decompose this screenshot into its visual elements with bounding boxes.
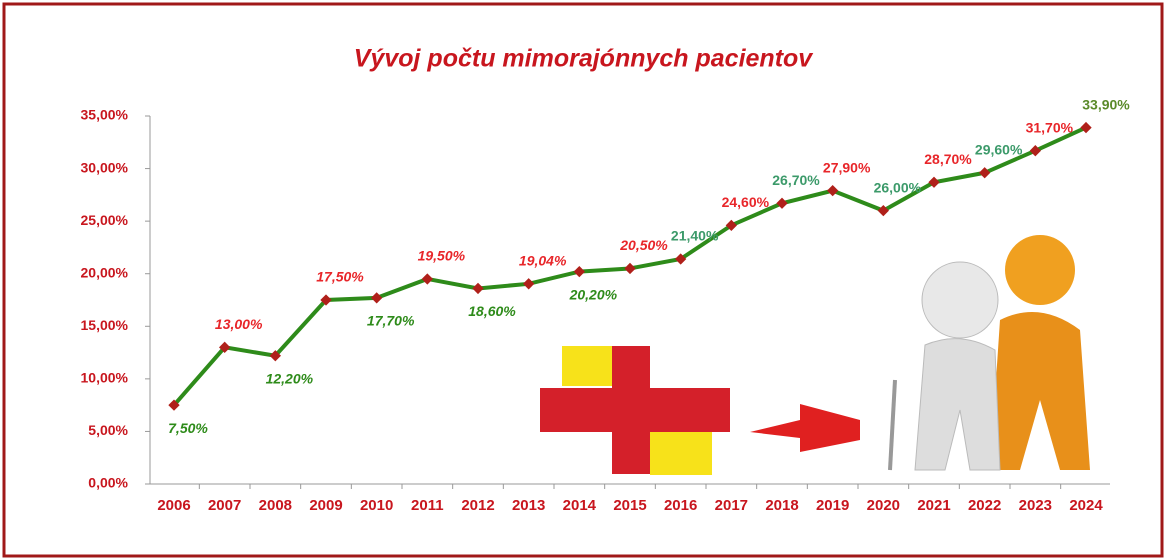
logo <box>540 346 860 475</box>
data-label: 29,60% <box>975 141 1023 157</box>
marker <box>219 341 231 353</box>
y-tick-label: 20,00% <box>81 264 129 280</box>
y-tick-label: 15,00% <box>81 317 129 333</box>
y-tick-label: 0,00% <box>88 475 128 491</box>
x-tick-label: 2010 <box>360 497 393 514</box>
data-label: 17,50% <box>316 269 364 285</box>
data-label: 20,20% <box>569 286 618 302</box>
data-label: 28,70% <box>924 151 972 167</box>
marker <box>1080 121 1092 134</box>
data-label: 33,90% <box>1082 96 1130 112</box>
marker <box>320 294 332 306</box>
y-tick-label: 5,00% <box>88 422 128 438</box>
data-label: 19,50% <box>418 248 466 264</box>
data-label: 13,00% <box>215 316 263 332</box>
x-tick-label: 2020 <box>867 497 900 514</box>
x-tick-label: 2015 <box>613 497 646 514</box>
data-label: 18,60% <box>468 303 516 319</box>
marker <box>776 197 788 209</box>
marker <box>371 292 383 304</box>
marker <box>421 273 433 285</box>
x-tick-label: 2016 <box>664 497 697 514</box>
x-tick-label: 2021 <box>917 497 950 514</box>
x-tick-label: 2018 <box>765 497 798 514</box>
y-tick-label: 30,00% <box>81 159 129 175</box>
figures <box>888 235 1090 471</box>
x-tick-label: 2019 <box>816 497 849 514</box>
data-label: 31,70% <box>1026 119 1074 135</box>
marker <box>928 176 940 188</box>
data-label: 24,60% <box>722 194 770 210</box>
x-tick-label: 2024 <box>1069 497 1103 514</box>
data-label: 26,70% <box>772 172 820 188</box>
y-tick-label: 10,00% <box>81 370 129 386</box>
x-tick-label: 2022 <box>968 497 1001 514</box>
marker <box>827 184 839 197</box>
data-label: 17,70% <box>367 313 415 329</box>
chart-title: Vývoj počtu mimorajónnych pacientov <box>354 45 815 73</box>
x-tick-label: 2014 <box>563 497 597 514</box>
marker <box>573 265 585 278</box>
marker <box>979 167 991 179</box>
y-tick-label: 35,00% <box>81 107 129 123</box>
x-tick-label: 2017 <box>715 497 748 514</box>
marker <box>269 350 281 362</box>
x-tick-label: 2023 <box>1019 497 1052 514</box>
x-tick-label: 2011 <box>411 497 444 514</box>
marker <box>168 399 180 411</box>
marker <box>472 282 484 295</box>
x-tick-label: 2012 <box>461 497 494 514</box>
x-tick-label: 2006 <box>157 497 190 514</box>
data-label: 7,50% <box>168 420 208 436</box>
y-tick-label: 25,00% <box>81 212 129 228</box>
data-label: 27,90% <box>823 159 871 175</box>
x-tick-label: 2008 <box>259 497 292 514</box>
marker <box>675 253 687 265</box>
data-label: 19,04% <box>519 253 567 269</box>
x-tick-label: 2009 <box>309 497 342 514</box>
marker <box>624 262 636 275</box>
marker <box>523 278 535 290</box>
marker <box>725 219 737 232</box>
data-label: 21,40% <box>671 228 719 244</box>
data-label: 12,20% <box>266 370 314 386</box>
data-label: 26,00% <box>874 179 922 195</box>
marker <box>1029 145 1041 157</box>
data-label: 20,50% <box>619 237 668 253</box>
marker <box>877 204 889 217</box>
x-tick-label: 2007 <box>208 497 241 514</box>
x-tick-label: 2013 <box>512 497 545 514</box>
